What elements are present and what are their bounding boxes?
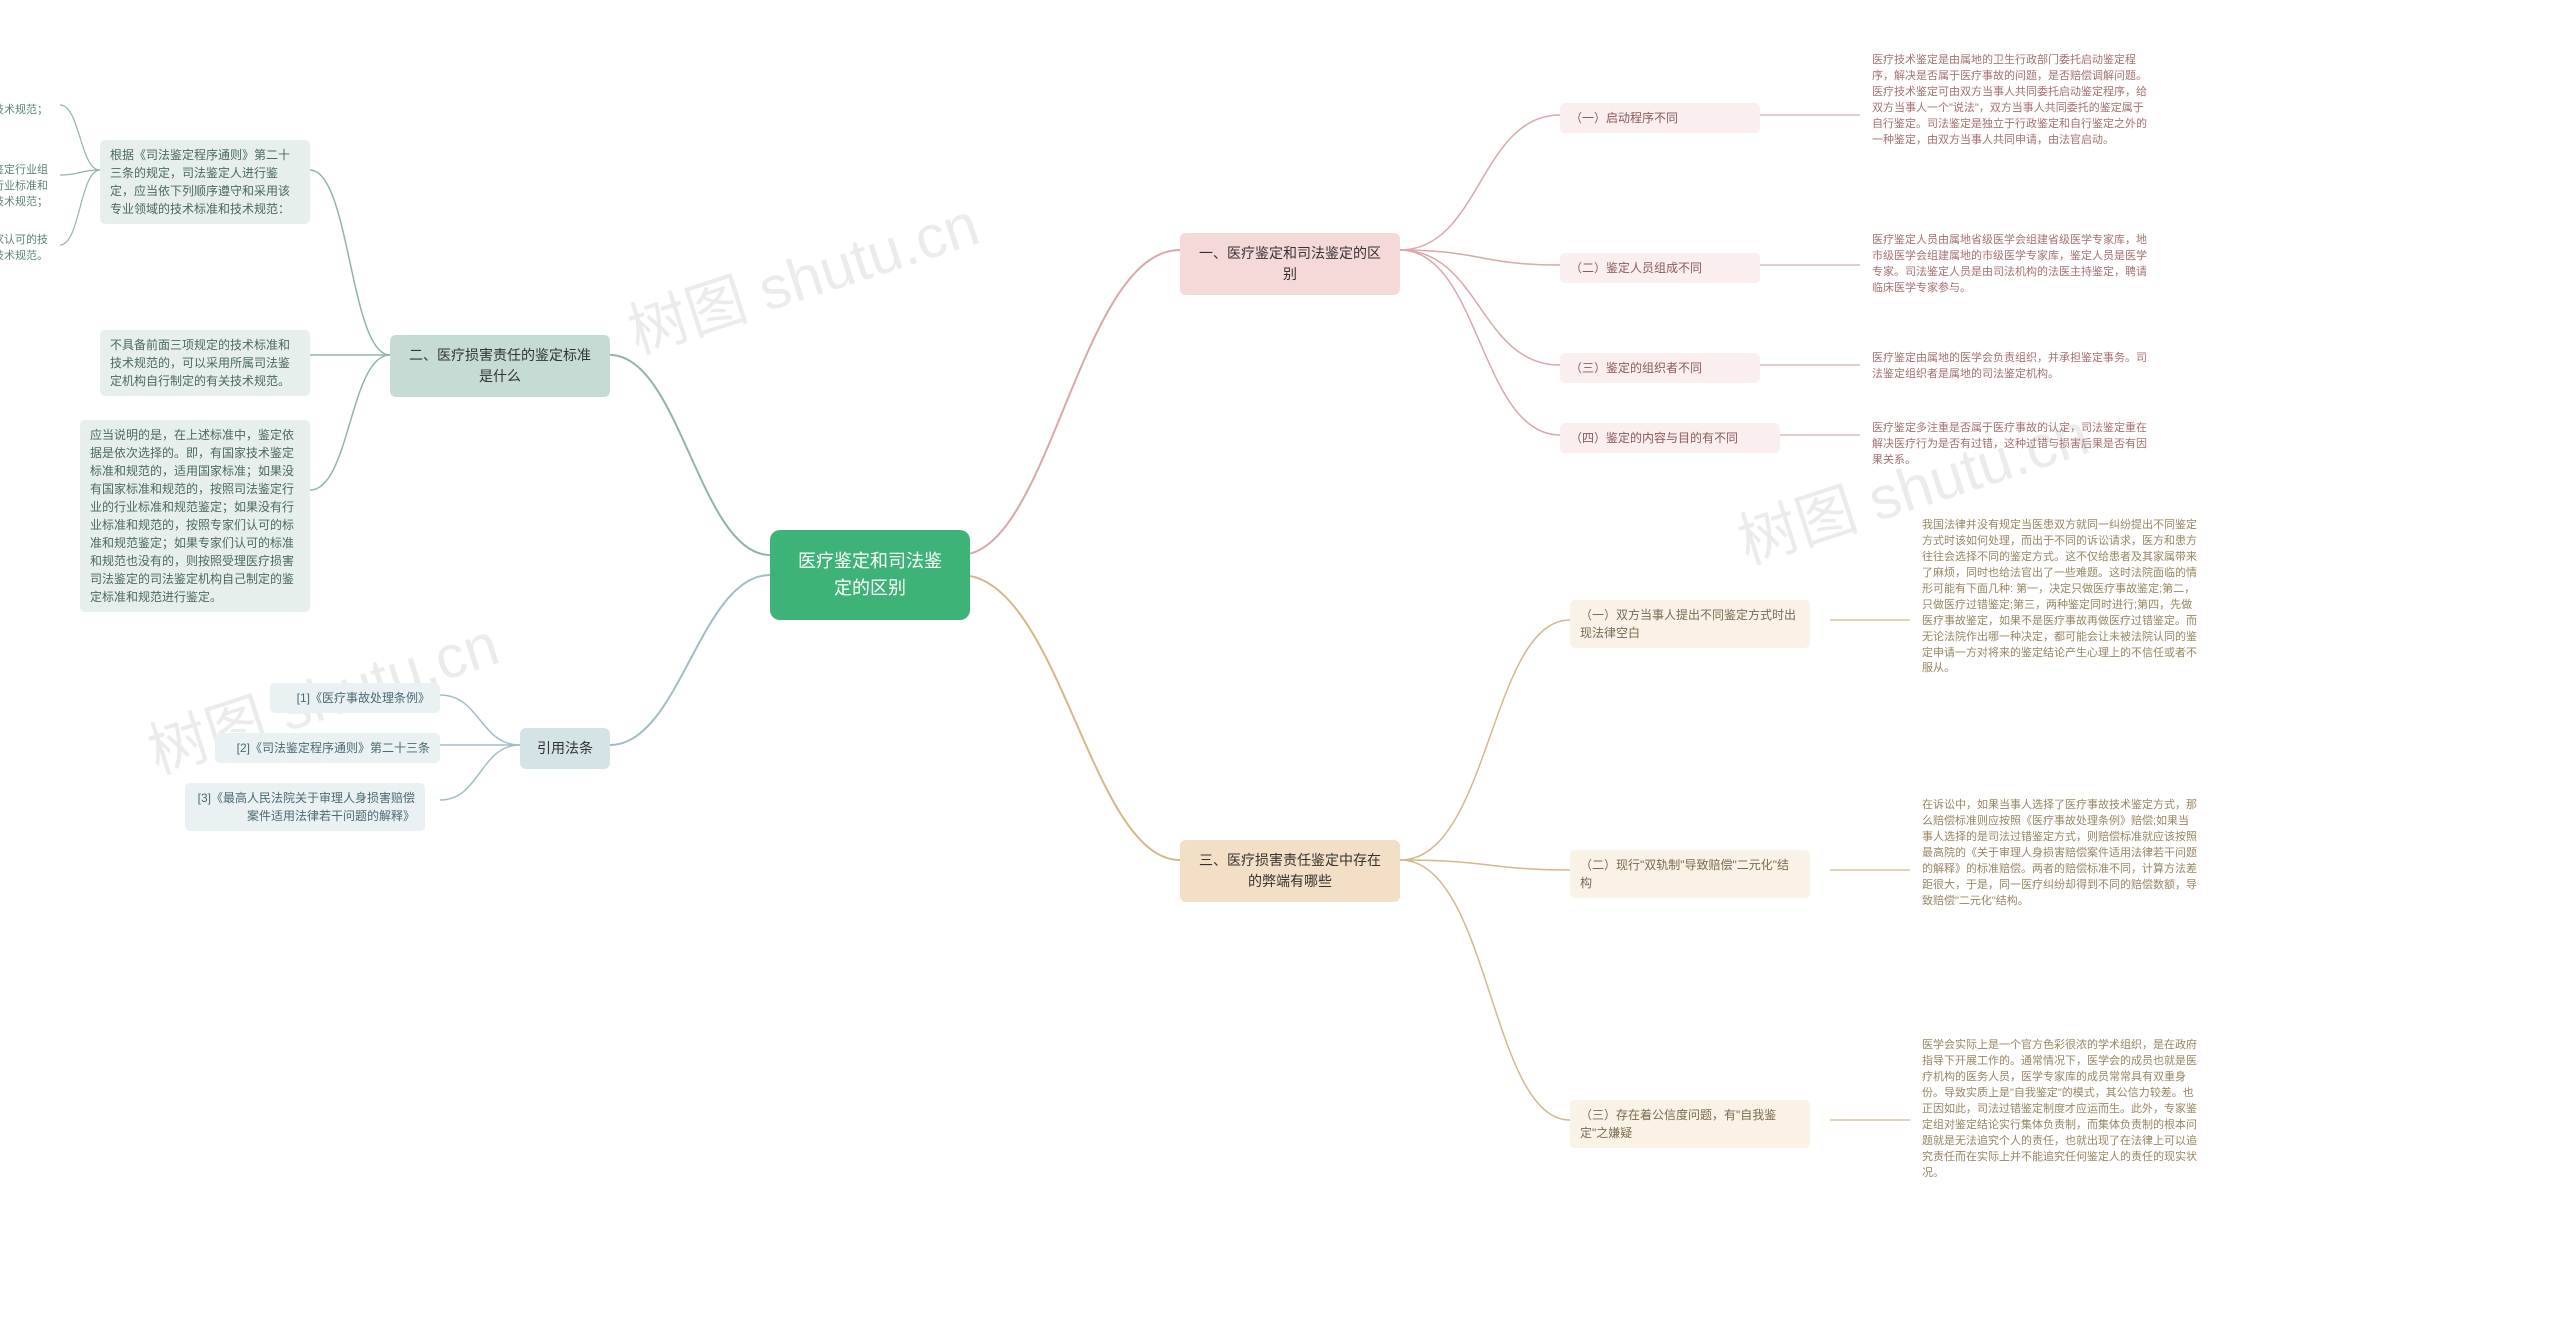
section2-std-1: （二）司法鉴定主管部门、司法鉴定行业组织或者相关行业主管部门制定的行业标准和技术… bbox=[0, 155, 60, 219]
citations-branch[interactable]: 引用法条 bbox=[520, 728, 610, 769]
section3-branch[interactable]: 三、医疗损害责任鉴定中存在的弊端有哪些 bbox=[1180, 840, 1400, 902]
section1-branch[interactable]: 一、医疗鉴定和司法鉴定的区别 bbox=[1180, 233, 1400, 295]
section3-item-2[interactable]: （三）存在着公信度问题，有"自我鉴定"之嫌疑 bbox=[1570, 1100, 1810, 1148]
citation-2: [3]《最高人民法院关于审理人身损害赔偿案件适用法律若干问题的解释》 bbox=[185, 783, 425, 831]
section2-std-0: （一）国家标准和技术规范； bbox=[0, 95, 60, 127]
section3-item-1[interactable]: （二）现行"双轨制"导致赔偿"二元化"结构 bbox=[1570, 850, 1810, 898]
section2-note1: 不具备前面三项规定的技术标准和技术规范的，可以采用所属司法鉴定机构自行制定的有关… bbox=[100, 330, 310, 396]
section2-std-2: （三）该专业领域多数专家认可的技术标准和技术规范。 bbox=[0, 225, 60, 273]
watermark: 树图 shutu.cn bbox=[615, 176, 988, 371]
section1-item-2-text: 医疗鉴定由属地的医学会负责组织，并承担鉴定事务。司法鉴定组织者是属地的司法鉴定机… bbox=[1860, 343, 2160, 391]
section1-item-3-text: 医疗鉴定多注重是否属于医疗事故的认定，司法鉴定重在解决医疗行为是否有过错，这种过… bbox=[1860, 413, 2160, 477]
section3-item-0-text: 我国法律并没有规定当医患双方就同一纠纷提出不同鉴定方式时该如何处理，而出于不同的… bbox=[1910, 510, 2210, 685]
section1-item-0[interactable]: （一）启动程序不同 bbox=[1560, 103, 1760, 133]
section3-item-1-text: 在诉讼中，如果当事人选择了医疗事故技术鉴定方式，那么赔偿标准则应按照《医疗事故处… bbox=[1910, 790, 2210, 918]
citation-1: [2]《司法鉴定程序通则》第二十三条 bbox=[215, 733, 440, 763]
section1-item-0-text: 医疗技术鉴定是由属地的卫生行政部门委托启动鉴定程序，解决是否属于医疗事故的问题，… bbox=[1860, 45, 2160, 157]
section2-branch[interactable]: 二、医疗损害责任的鉴定标准是什么 bbox=[390, 335, 610, 397]
section1-item-1-text: 医疗鉴定人员由属地省级医学会组建省级医学专家库，地市级医学会组建属地的市级医学专… bbox=[1860, 225, 2160, 305]
section1-item-3[interactable]: （四）鉴定的内容与目的有不同 bbox=[1560, 423, 1780, 453]
section2-intro: 根据《司法鉴定程序通则》第二十三条的规定，司法鉴定人进行鉴定，应当依下列顺序遵守… bbox=[100, 140, 310, 224]
section2-note2: 应当说明的是，在上述标准中，鉴定依据是依次选择的。即，有国家技术鉴定标准和规范的… bbox=[80, 420, 310, 612]
citation-0: [1]《医疗事故处理条例》 bbox=[270, 683, 440, 713]
root-node[interactable]: 医疗鉴定和司法鉴定的区别 bbox=[770, 530, 970, 620]
section3-item-2-text: 医学会实际上是一个官方色彩很浓的学术组织，是在政府指导下开展工作的。通常情况下，… bbox=[1910, 1030, 2210, 1189]
section3-item-0[interactable]: （一）双方当事人提出不同鉴定方式时出现法律空白 bbox=[1570, 600, 1810, 648]
section1-item-2[interactable]: （三）鉴定的组织者不同 bbox=[1560, 353, 1760, 383]
section1-item-1[interactable]: （二）鉴定人员组成不同 bbox=[1560, 253, 1760, 283]
